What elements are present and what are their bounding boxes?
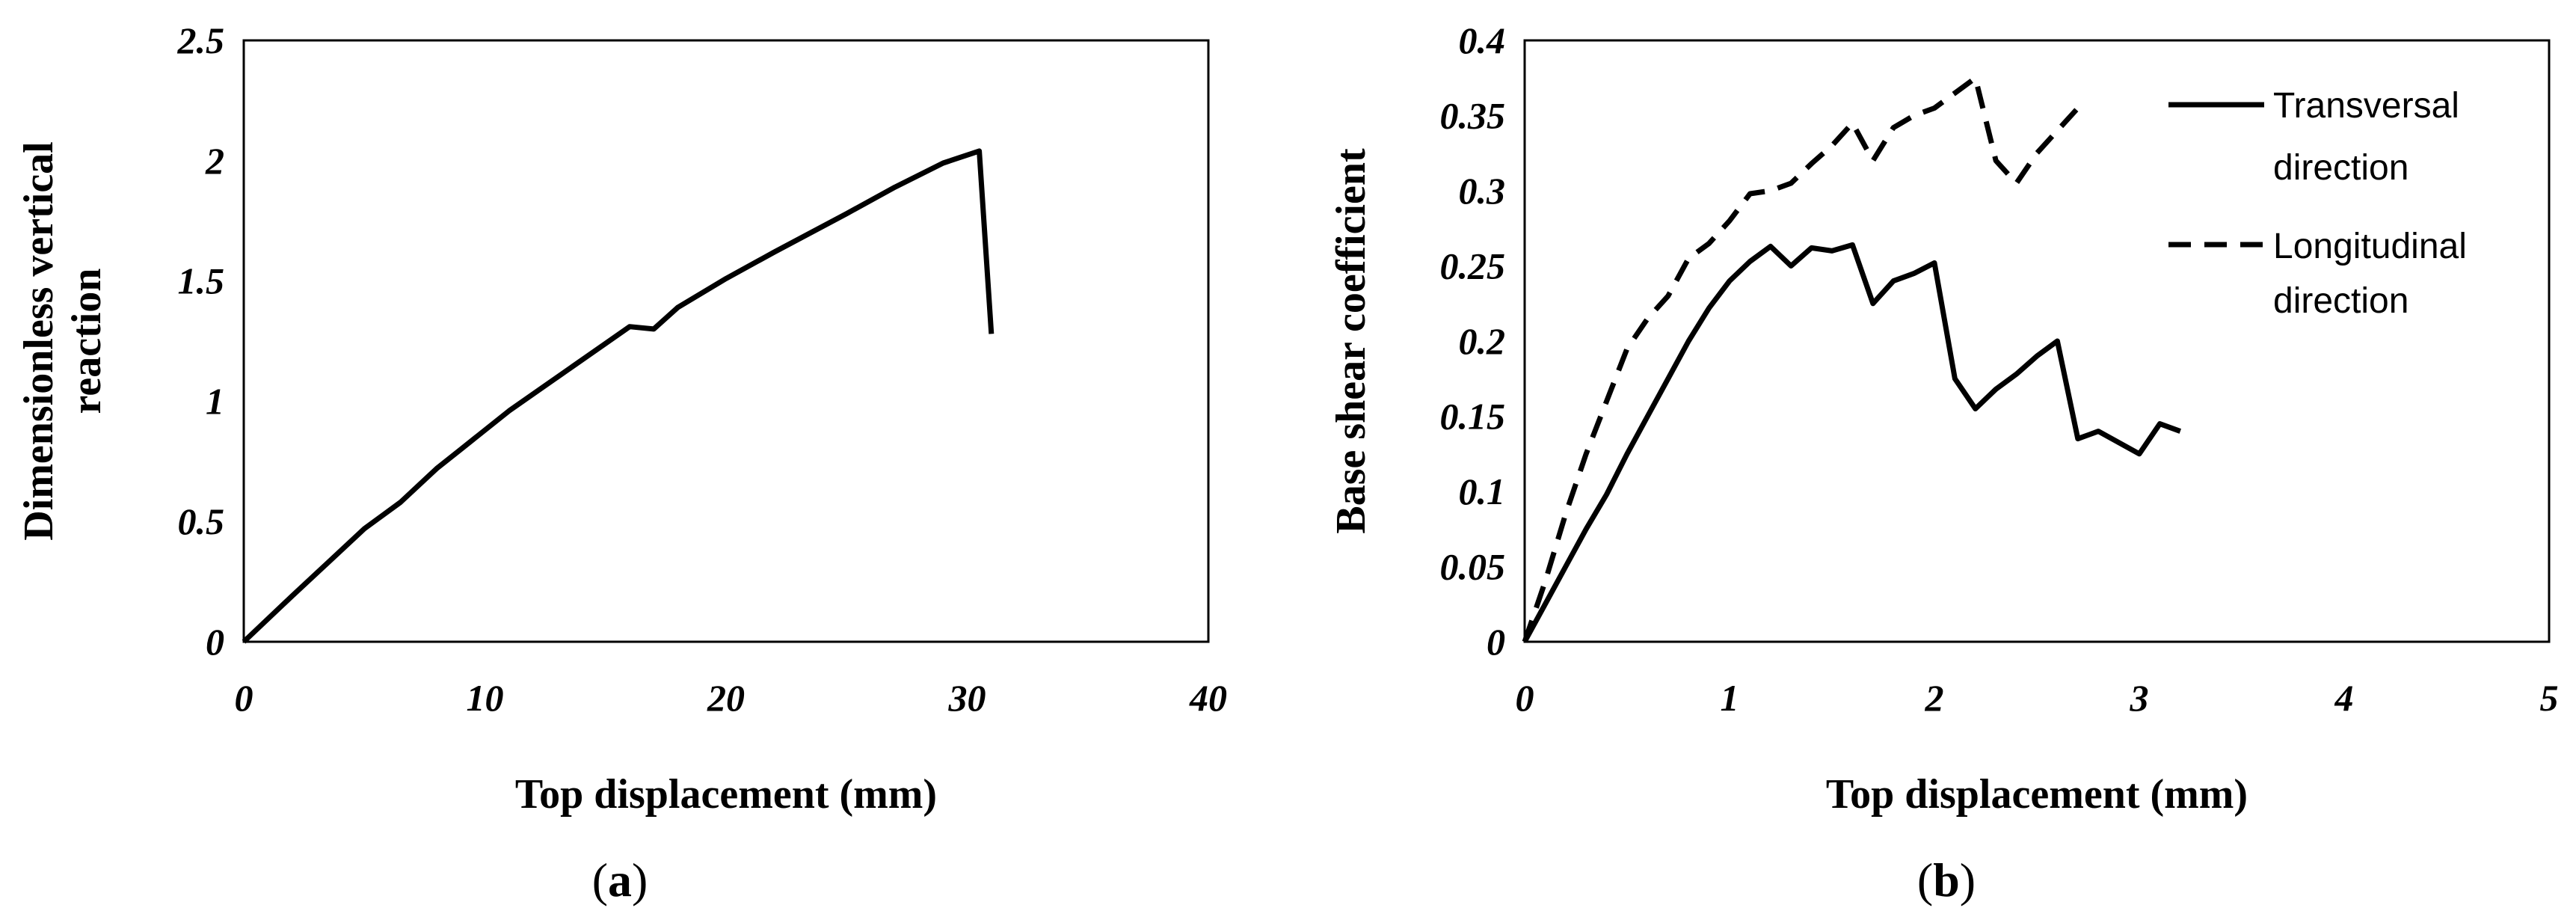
series-line-main: [242, 148, 995, 644]
series-lines-b: [1522, 75, 2181, 643]
y-tick-label-a: 2: [205, 140, 224, 182]
y-tick-label-b: 0.4: [1459, 19, 1506, 61]
y-tick-label-a: 0.5: [178, 500, 225, 542]
series-line-longitudinal: [1522, 75, 2080, 643]
y-tick-label-a: 0: [206, 621, 224, 663]
legend-label-longitudinal-line2: direction: [2273, 281, 2409, 321]
legend-label-transversal-line2: direction: [2273, 148, 2409, 188]
x-tick-label-a: 40: [1189, 677, 1227, 719]
x-tick-label-b: 1: [1721, 677, 1739, 719]
series-line-transversal: [1522, 242, 2181, 643]
y-tick-label-b: 0.05: [1440, 546, 1506, 588]
y-axis-title-a: Dimensionless vertical reaction: [16, 141, 110, 540]
x-tick-label-b: 2: [1925, 677, 1944, 719]
y-tick-label-b: 0.15: [1440, 396, 1506, 438]
y-tick-label-b: 0: [1487, 621, 1505, 663]
x-tick-label-a: 20: [707, 677, 745, 719]
x-tick-label-b: 5: [2540, 677, 2559, 719]
x-tick-labels-a: 0 10 20 30 40: [235, 677, 1228, 719]
y-tick-labels-b: 0 0.05 0.1 0.15 0.2 0.25 0.3 0.35 0.4: [1440, 19, 1506, 663]
y-tick-label-b: 0.3: [1459, 170, 1506, 212]
y-tick-labels-a: 0 0.5 1 1.5 2 2.5: [177, 19, 225, 663]
legend-label-transversal-line1: Transversal: [2273, 86, 2459, 126]
y-tick-label-b: 0.25: [1440, 245, 1506, 287]
plot-frame-a: [242, 39, 1210, 643]
x-axis-title-a: Top displacement (mm): [515, 771, 937, 818]
y-tick-label-b: 0.2: [1459, 320, 1506, 362]
x-tick-label-a: 10: [467, 677, 504, 719]
y-axis-title-a-line2: reaction: [64, 269, 110, 414]
caption-b-letter: b: [1933, 853, 1960, 907]
series-lines-a: [242, 148, 995, 644]
y-tick-label-a: 1.5: [178, 260, 225, 302]
chart-b: 0 0.05 0.1 0.15 0.2 0.25 0.3 0.35 0.4 0 1 2 3 4 5 Top…: [1328, 19, 2559, 907]
x-tick-label-b: 0: [1516, 677, 1534, 719]
y-axis-title-b: Base shear coefficient: [1328, 148, 1374, 534]
plot-frame-b: [1523, 39, 2551, 643]
x-tick-label-a: 30: [948, 677, 986, 719]
legend-b: Transversal direction Longitudinal direc…: [2168, 86, 2467, 321]
legend-label-longitudinal-line1: Longitudinal: [2273, 227, 2467, 266]
x-tick-label-b: 3: [2130, 677, 2149, 719]
chart-a: 0 0.5 1 1.5 2 2.5 0 10 20 30 40 Top displacement …: [16, 19, 1227, 907]
x-tick-labels-b: 0 1 2 3 4 5: [1516, 677, 2559, 719]
y-tick-label-b: 0.35: [1440, 95, 1506, 137]
y-tick-label-a: 1: [206, 380, 224, 422]
x-axis-title-b: Top displacement (mm): [1826, 771, 2248, 818]
y-tick-label-b: 0.1: [1459, 470, 1506, 512]
y-axis-title-a-line1: Dimensionless vertical: [16, 141, 62, 540]
caption-a-letter: a: [608, 853, 632, 907]
x-tick-label-a: 0: [235, 677, 253, 719]
x-tick-label-b: 4: [2334, 677, 2354, 719]
y-tick-label-a: 2.5: [177, 19, 225, 61]
caption-a: (a): [592, 853, 648, 907]
caption-b: (b): [1917, 853, 1976, 907]
